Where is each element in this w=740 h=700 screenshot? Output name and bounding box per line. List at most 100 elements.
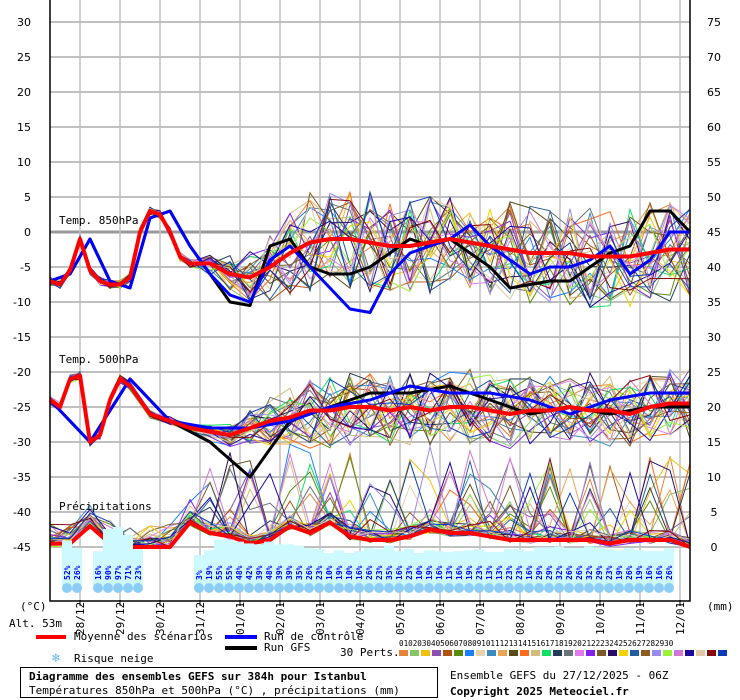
svg-text:19%: 19% bbox=[335, 565, 344, 580]
svg-text:32%: 32% bbox=[585, 565, 594, 580]
svg-text:10%: 10% bbox=[415, 565, 424, 580]
svg-text:10: 10 bbox=[707, 471, 721, 484]
svg-text:13%: 13% bbox=[495, 565, 504, 580]
svg-text:13%: 13% bbox=[485, 565, 494, 580]
svg-text:-30: -30 bbox=[13, 436, 31, 449]
svg-text:25: 25 bbox=[707, 366, 721, 379]
svg-text:29%: 29% bbox=[535, 565, 544, 580]
svg-text:16%: 16% bbox=[395, 565, 404, 580]
svg-text:15: 15 bbox=[17, 121, 31, 134]
svg-text:16%: 16% bbox=[645, 565, 654, 580]
svg-text:55: 55 bbox=[707, 156, 721, 169]
svg-text:3%: 3% bbox=[195, 570, 204, 580]
svg-text:09/01: 09/01 bbox=[554, 602, 567, 635]
perturbation-swatch-03 bbox=[421, 650, 430, 656]
perturbation-swatch-22 bbox=[630, 650, 639, 656]
svg-text:29%: 29% bbox=[595, 565, 604, 580]
svg-text:26%: 26% bbox=[625, 565, 634, 580]
perturbation-swatch-11 bbox=[509, 650, 518, 656]
perturbation-swatch-12 bbox=[520, 650, 529, 656]
svg-text:70: 70 bbox=[707, 51, 721, 64]
svg-text:26%: 26% bbox=[665, 565, 674, 580]
svg-text:-25: -25 bbox=[13, 401, 31, 414]
svg-text:65: 65 bbox=[707, 86, 721, 99]
legend-control-swatch bbox=[225, 635, 257, 639]
legend-control-label: Run de contrôle bbox=[264, 630, 364, 643]
perturbation-swatch-29 bbox=[707, 650, 716, 656]
legend-gfs-swatch bbox=[225, 646, 257, 650]
svg-text:23%: 23% bbox=[605, 565, 614, 580]
svg-text:16%: 16% bbox=[455, 565, 464, 580]
snowflake-icon: ❄ bbox=[52, 651, 60, 666]
svg-text:10/01: 10/01 bbox=[594, 602, 607, 635]
svg-text:71%: 71% bbox=[124, 565, 133, 580]
perturbation-swatch-10 bbox=[498, 650, 507, 656]
svg-text:26%: 26% bbox=[565, 565, 574, 580]
svg-text:26%: 26% bbox=[305, 565, 314, 580]
svg-text:06/01: 06/01 bbox=[434, 602, 447, 635]
svg-text:-5: -5 bbox=[20, 261, 31, 274]
perturbation-numbers: 0102030405060708091011121314151617181920… bbox=[399, 639, 674, 648]
svg-text:19%: 19% bbox=[635, 565, 644, 580]
perturbation-swatch-14 bbox=[542, 650, 551, 656]
svg-text:-35: -35 bbox=[13, 471, 31, 484]
svg-text:23%: 23% bbox=[405, 565, 414, 580]
perturbation-swatch-27 bbox=[685, 650, 694, 656]
title-box: Diagramme des ensembles GEFS sur 384h po… bbox=[20, 667, 438, 698]
perturbation-swatch-16 bbox=[564, 650, 573, 656]
svg-text:19%: 19% bbox=[425, 565, 434, 580]
svg-text:30: 30 bbox=[17, 16, 31, 29]
svg-text:-10: -10 bbox=[13, 296, 31, 309]
svg-text:5: 5 bbox=[24, 191, 31, 204]
svg-text:97%: 97% bbox=[114, 565, 123, 580]
perturbation-swatch-06 bbox=[454, 650, 463, 656]
svg-text:05/01: 05/01 bbox=[394, 602, 407, 635]
svg-text:55%: 55% bbox=[225, 565, 234, 580]
legend-gfs-label: Run GFS bbox=[264, 641, 311, 654]
svg-text:31/12: 31/12 bbox=[194, 602, 207, 635]
perturbation-swatch-25 bbox=[663, 650, 672, 656]
legend-mean-swatch bbox=[36, 635, 66, 639]
svg-text:35%: 35% bbox=[295, 565, 304, 580]
altitude-label: Alt. 53m bbox=[9, 617, 62, 630]
copyright: Copyright 2025 Meteociel.fr bbox=[450, 685, 629, 698]
perturbation-swatch-21 bbox=[619, 650, 628, 656]
svg-text:55%: 55% bbox=[215, 565, 224, 580]
svg-text:07/01: 07/01 bbox=[474, 602, 487, 635]
svg-text:23%: 23% bbox=[505, 565, 514, 580]
svg-text:32%: 32% bbox=[555, 565, 564, 580]
svg-text:52%: 52% bbox=[63, 565, 72, 580]
svg-text:03/01: 03/01 bbox=[314, 602, 327, 635]
svg-text:16%: 16% bbox=[655, 565, 664, 580]
svg-text:-45: -45 bbox=[13, 541, 31, 554]
svg-text:35%: 35% bbox=[385, 565, 394, 580]
svg-text:11/01: 11/01 bbox=[634, 602, 647, 635]
run-info: Ensemble GEFS du 27/12/2025 - 06Z bbox=[450, 669, 669, 682]
perturbation-swatch-24 bbox=[652, 650, 661, 656]
ensemble-member-lines bbox=[49, 190, 691, 548]
left-unit-label: (°C) bbox=[20, 600, 47, 613]
svg-text:26%: 26% bbox=[575, 565, 584, 580]
plot-frame bbox=[49, 0, 691, 602]
svg-text:0: 0 bbox=[24, 226, 31, 239]
svg-text:90%: 90% bbox=[104, 565, 113, 580]
perturbation-swatch-07 bbox=[465, 650, 474, 656]
svg-text:29/12: 29/12 bbox=[114, 602, 127, 635]
svg-text:08/01: 08/01 bbox=[514, 602, 527, 635]
svg-text:20: 20 bbox=[707, 401, 721, 414]
svg-text:5: 5 bbox=[711, 506, 718, 519]
svg-text:19%: 19% bbox=[205, 565, 214, 580]
panel-label-850: Temp. 850hPa bbox=[59, 214, 139, 227]
perturbation-swatch-17 bbox=[575, 650, 584, 656]
perturbation-swatch-26 bbox=[674, 650, 683, 656]
perturbation-swatch-05 bbox=[443, 650, 452, 656]
perturbation-swatch-20 bbox=[608, 650, 617, 656]
main-series-lines bbox=[48, 209, 692, 549]
svg-text:30: 30 bbox=[707, 331, 721, 344]
perturbation-color-swatches bbox=[399, 650, 727, 656]
panel-label-500: Temp. 500hPa bbox=[59, 353, 139, 366]
svg-text:23%: 23% bbox=[315, 565, 324, 580]
svg-text:40: 40 bbox=[707, 261, 721, 274]
svg-text:04/01: 04/01 bbox=[354, 602, 367, 635]
